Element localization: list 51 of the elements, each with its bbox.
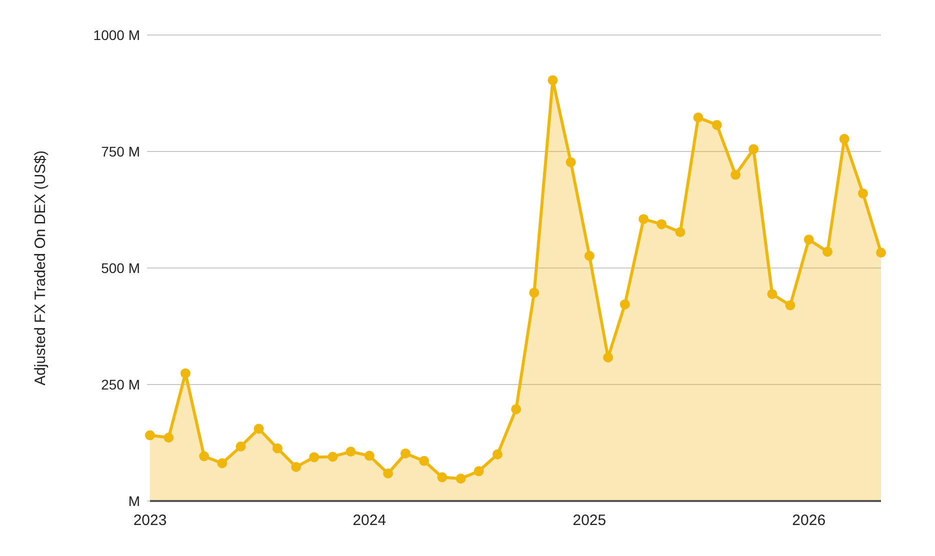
point — [620, 299, 630, 310]
point — [603, 352, 614, 362]
point — [346, 446, 356, 457]
point — [492, 449, 502, 460]
point — [309, 452, 320, 462]
point — [474, 466, 484, 476]
point — [876, 248, 886, 258]
point — [712, 120, 722, 130]
point — [291, 462, 302, 472]
point — [548, 75, 558, 86]
point — [164, 432, 174, 443]
y-tick-label: M — [128, 492, 140, 509]
point — [566, 157, 576, 168]
y-tick-label: 250 M — [101, 376, 140, 392]
point — [529, 288, 540, 298]
y-tick-label: 750 M — [101, 143, 140, 160]
point — [785, 300, 796, 310]
point — [217, 458, 228, 468]
x-tick-label: 2024 — [352, 512, 386, 529]
point — [822, 246, 832, 257]
point — [254, 424, 264, 434]
point — [730, 170, 741, 180]
x-tick-label: 2023 — [133, 512, 167, 529]
y-tick-label: 500 M — [101, 260, 140, 276]
point — [748, 144, 759, 154]
point — [767, 289, 778, 300]
point — [584, 250, 594, 261]
point — [364, 450, 374, 461]
point — [272, 443, 282, 454]
point — [236, 441, 246, 452]
x-tick-label: 2025 — [572, 512, 606, 529]
point — [199, 451, 210, 462]
point — [638, 214, 649, 224]
point — [511, 404, 522, 414]
point — [839, 134, 850, 144]
point — [675, 227, 686, 238]
point — [383, 468, 394, 479]
point — [693, 112, 704, 122]
point — [328, 452, 338, 462]
point — [419, 456, 430, 466]
point — [858, 188, 868, 198]
point — [804, 234, 814, 245]
y-axis-title: Adjusted FX Traded On DEX (US$) — [32, 150, 49, 386]
y-tick-label: 1000 M — [93, 26, 140, 43]
point — [400, 448, 410, 458]
point — [656, 219, 667, 230]
x-tick-label: 2026 — [792, 512, 826, 529]
point — [437, 472, 448, 482]
point — [180, 368, 190, 378]
point — [145, 430, 155, 440]
point — [456, 474, 466, 484]
